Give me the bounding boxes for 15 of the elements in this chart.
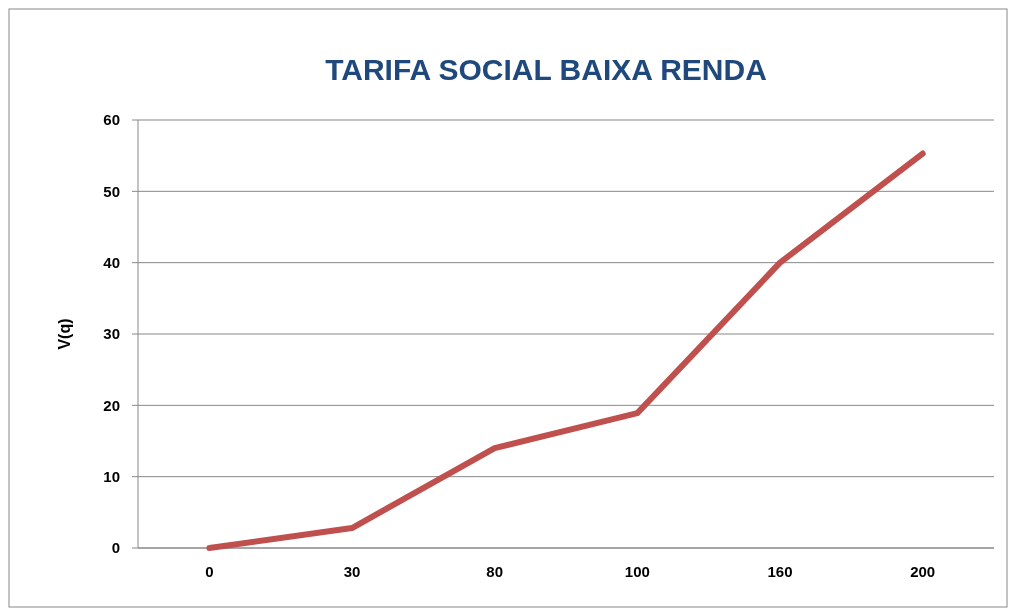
y-axis-title: V(q)	[56, 318, 73, 350]
chart-title: TARIFA SOCIAL BAIXA RENDA	[325, 53, 767, 86]
y-tick-label: 30	[103, 325, 120, 343]
y-tick-label: 40	[103, 253, 120, 271]
x-tick-label: 30	[343, 563, 361, 581]
y-tick-label: 50	[103, 182, 120, 200]
x-tick-label: 200	[910, 563, 936, 581]
x-tick-label: 0	[205, 563, 214, 581]
x-tick-label: 100	[624, 563, 650, 581]
x-tick-label: 80	[486, 563, 504, 581]
x-tick-label: 160	[767, 563, 793, 581]
y-tick-label: 10	[103, 467, 120, 485]
y-tick-label: 60	[103, 111, 120, 129]
y-tick-label: 20	[103, 396, 120, 414]
y-tick-label: 0	[111, 539, 120, 557]
